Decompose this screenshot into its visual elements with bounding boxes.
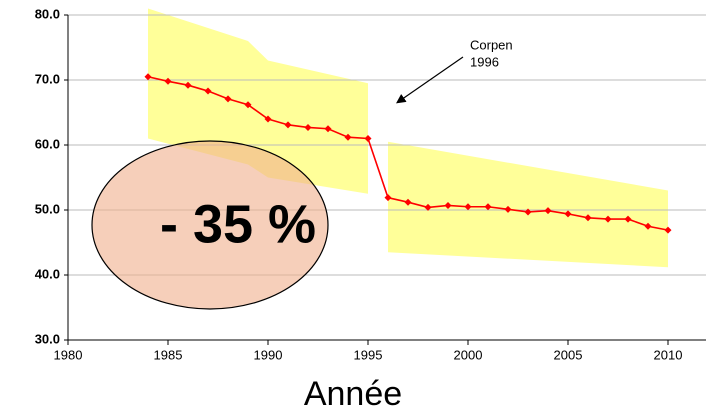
marker: [264, 115, 272, 123]
marker: [344, 133, 352, 141]
highlight-ellipse: [91, 140, 329, 310]
marker: [604, 215, 612, 223]
y-tick-label: 50.0: [35, 201, 60, 216]
marker: [204, 87, 212, 95]
marker: [484, 203, 492, 211]
marker: [144, 73, 152, 81]
marker: [404, 198, 412, 206]
x-tick-label: 1990: [254, 347, 283, 362]
marker: [384, 194, 392, 202]
marker: [444, 201, 452, 209]
y-tick-label: 40.0: [35, 266, 60, 281]
x-tick-label: 1985: [154, 347, 183, 362]
marker: [184, 81, 192, 89]
arrow: [396, 56, 464, 104]
x-axis-label: Année: [304, 375, 402, 413]
marker: [324, 125, 332, 133]
marker: [664, 226, 672, 234]
marker: [244, 101, 252, 109]
note-line: Corpen: [470, 37, 513, 52]
marker: [464, 203, 472, 211]
marker: [624, 215, 632, 223]
y-tick-label: 30.0: [35, 331, 60, 346]
marker: [224, 95, 232, 103]
x-tick-label: 2010: [654, 347, 683, 362]
marker: [504, 205, 512, 213]
x-tick-label: 2000: [454, 347, 483, 362]
marker: [164, 77, 172, 85]
marker: [284, 121, 292, 129]
marker: [524, 208, 532, 216]
x-tick-label: 1995: [354, 347, 383, 362]
x-tick-label: 1980: [54, 347, 83, 362]
plot: [144, 73, 672, 234]
marker: [424, 203, 432, 211]
marker: [544, 207, 552, 215]
band: [388, 141, 668, 268]
annotation: - 35 %: [160, 194, 316, 254]
marker: [304, 123, 312, 131]
marker: [564, 210, 572, 218]
y-tick-label: 80.0: [35, 6, 60, 21]
marker: [584, 214, 592, 222]
y-tick-label: 70.0: [35, 71, 60, 86]
marker: [644, 222, 652, 230]
note-line: 1996: [470, 54, 499, 69]
marker: [364, 135, 372, 142]
y-tick-label: 60.0: [35, 136, 60, 151]
x-tick-label: 2005: [554, 347, 583, 362]
